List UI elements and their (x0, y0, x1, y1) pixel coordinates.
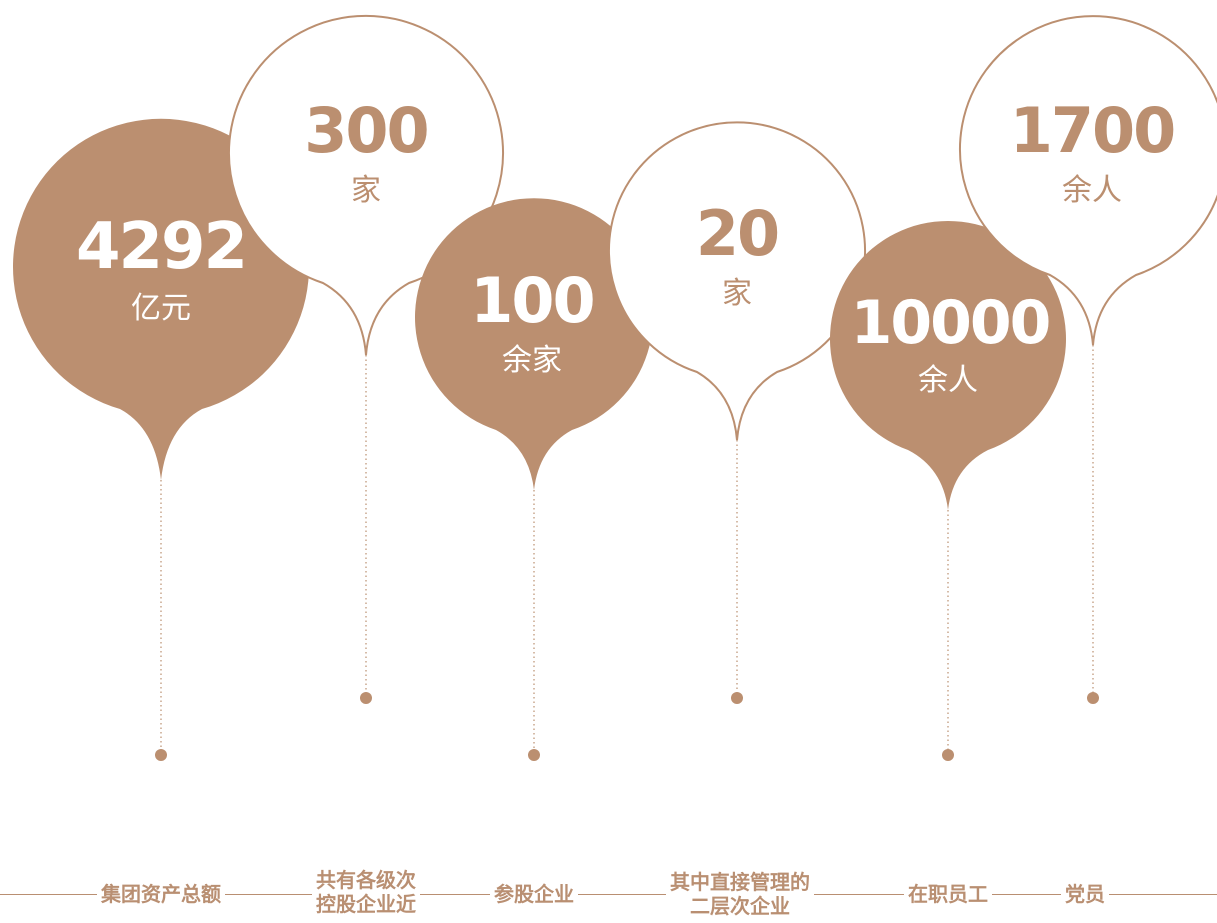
bubble-value: 1700 (1010, 94, 1175, 167)
bubble-shareholding-companies: 100 余家 (415, 198, 654, 491)
label-shareholding-companies: 参股企业 (490, 882, 578, 906)
bubble-shape (959, 15, 1217, 346)
bubble-value: 100 (470, 264, 593, 337)
stem-direct-second-tier (731, 440, 743, 704)
bubble-employees: 10000 余人 (829, 220, 1066, 511)
bubble-value: 20 (696, 197, 778, 270)
stem-dot (155, 749, 167, 761)
stem-party-members (1087, 345, 1099, 704)
label-employees: 在职员工 (904, 882, 992, 906)
stem-employees (942, 510, 954, 761)
stem-controlled-companies (360, 355, 372, 704)
bubble-shape (13, 118, 310, 480)
bubble-value: 300 (304, 94, 427, 167)
bubble-group-assets: 4292 亿元 (13, 118, 310, 480)
bubble-value: 4292 (76, 210, 246, 284)
stem-shareholding-companies (528, 490, 540, 761)
labels-row: 集团资产总额 共有各级次 控股企业近 参股企业 其中直接管理的 二层次企业 在职… (0, 860, 1217, 923)
bubble-party-members: 1700 余人 (959, 15, 1217, 346)
baseline-rule (0, 894, 1217, 895)
bubble-shape (829, 220, 1066, 511)
bubble-shape (415, 198, 654, 491)
label-group-assets: 集团资产总额 (97, 882, 225, 906)
label-direct-second-tier: 其中直接管理的 二层次企业 (666, 870, 814, 918)
bubble-unit: 家 (351, 173, 381, 208)
label-party-members: 党员 (1061, 882, 1109, 906)
bubble-unit: 余人 (918, 363, 978, 398)
stem-group-assets (155, 480, 167, 761)
stem-dot (360, 692, 372, 704)
stem-dot (528, 749, 540, 761)
bubble-unit: 亿元 (131, 291, 191, 326)
bubble-shape (608, 121, 866, 441)
stem-dot (731, 692, 743, 704)
bubble-unit: 余家 (502, 343, 562, 378)
stem-dot (942, 749, 954, 761)
bubble-value: 10000 (851, 288, 1050, 358)
stem-dot (1087, 692, 1099, 704)
label-controlled-companies: 共有各级次 控股企业近 (312, 868, 420, 916)
bubble-unit: 余人 (1062, 173, 1122, 208)
bubble-unit: 家 (722, 276, 752, 311)
bubble-direct-second-tier: 20 家 (608, 121, 866, 441)
